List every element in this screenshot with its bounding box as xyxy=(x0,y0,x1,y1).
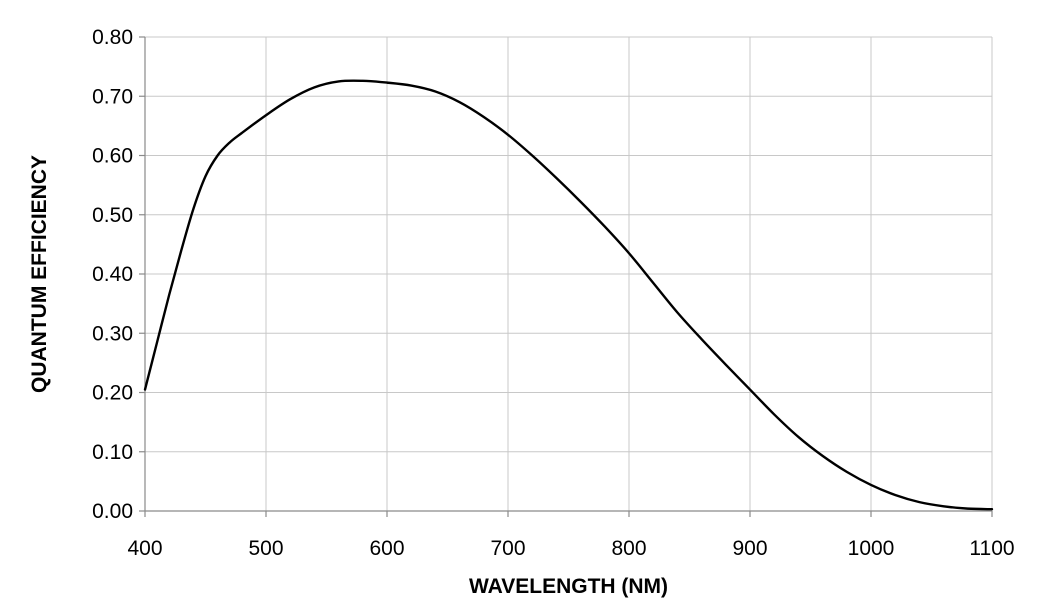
x-tick-label: 600 xyxy=(369,537,404,560)
x-tick-labels: 400 500 600 700 800 900 1000 1100 xyxy=(127,537,1014,560)
y-tick-label: 0.80 xyxy=(92,26,133,49)
y-tick-label: 0.20 xyxy=(92,382,133,405)
horizontal-gridlines xyxy=(145,36,992,453)
x-tick-label: 1000 xyxy=(848,537,895,560)
x-tick-label: 500 xyxy=(248,537,283,560)
y-tick-label: 0.40 xyxy=(92,263,133,286)
x-axis-title: WAVELENGTH (NM) xyxy=(469,575,668,598)
y-tick-labels: 0.00 0.10 0.20 0.30 0.40 0.50 0.60 0.70 0.80 xyxy=(92,26,133,523)
y-tick-label: 0.30 xyxy=(92,322,133,345)
y-tick-label: 0.50 xyxy=(92,204,133,227)
y-tick-label: 0.70 xyxy=(92,85,133,108)
x-tick-label: 800 xyxy=(611,537,646,560)
x-tick-label: 900 xyxy=(732,537,767,560)
series-line xyxy=(143,79,994,511)
axes xyxy=(139,36,993,517)
x-tick-label: 1100 xyxy=(969,537,1014,560)
x-tick-label: 700 xyxy=(490,537,525,560)
y-tick-label: 0.60 xyxy=(92,145,133,168)
y-tick-label: 0.10 xyxy=(92,441,133,464)
y-axis-title: QUANTUM EFFICIENCY xyxy=(28,155,51,393)
y-tick-label: 0.00 xyxy=(92,500,133,523)
series-layer xyxy=(143,79,994,511)
x-tick-label: 400 xyxy=(127,537,162,560)
